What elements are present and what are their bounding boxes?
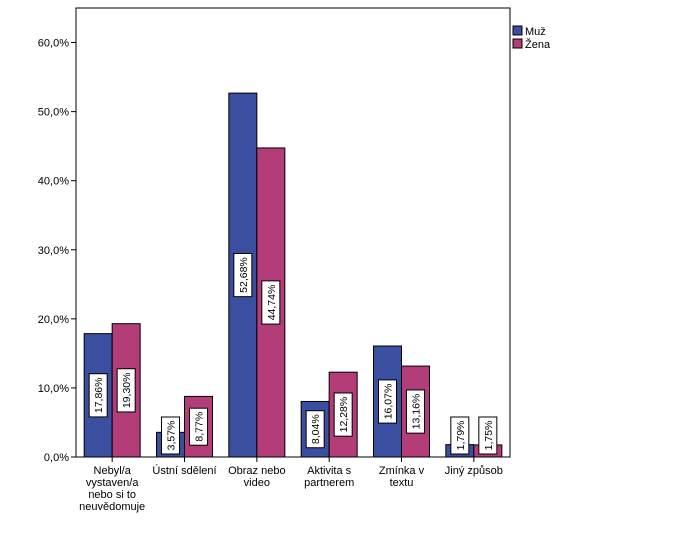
data-label-text: 1,75% xyxy=(483,421,495,451)
data-label-box xyxy=(161,416,180,455)
data-label-box xyxy=(406,389,425,434)
data-label: 52,68% xyxy=(233,252,253,298)
data-label-text: 8,77% xyxy=(194,412,206,442)
data-label: 16,07% xyxy=(378,379,397,424)
data-label-text: 1,79% xyxy=(455,421,467,451)
legend-swatch xyxy=(512,38,523,49)
x-tick-label: video xyxy=(244,477,270,489)
legend-swatch xyxy=(512,25,523,36)
x-tick-label: nebo si to xyxy=(88,489,136,501)
data-label-text: 52,68% xyxy=(238,257,250,293)
data-label: 17,86% xyxy=(88,373,108,418)
data-label-box xyxy=(478,416,498,455)
data-label: 8,77% xyxy=(189,407,208,446)
data-label: 12,28% xyxy=(333,392,353,437)
legend-label: Žena xyxy=(525,38,551,51)
x-tick-label: Zmínka v xyxy=(379,465,425,477)
y-tick-label: 40,0% xyxy=(38,176,69,188)
y-tick-label: 20,0% xyxy=(38,314,69,326)
x-tick-label: Jiný způsob xyxy=(445,465,503,477)
y-tick-label: 50,0% xyxy=(38,107,69,119)
x-tick-label: partnerem xyxy=(304,477,354,489)
data-label-box xyxy=(88,373,108,418)
data-label-text: 44,74% xyxy=(266,285,278,321)
data-label-box xyxy=(450,416,470,455)
data-label-box xyxy=(116,368,136,413)
x-tick-label: Obraz nebo xyxy=(228,465,285,477)
y-tick-label: 10,0% xyxy=(38,383,69,395)
data-label: 1,75% xyxy=(478,416,498,455)
data-label-box xyxy=(261,280,281,325)
data-label-text: 13,16% xyxy=(411,394,423,430)
x-tick-label: vystaven/a xyxy=(86,477,139,489)
data-label-text: 3,57% xyxy=(166,421,178,451)
x-tick-label: textu xyxy=(390,477,414,489)
data-label: 3,57% xyxy=(161,416,180,455)
y-tick-label: 0,0% xyxy=(44,452,69,464)
data-label-box xyxy=(333,392,353,437)
data-label-text: 16,07% xyxy=(383,384,395,420)
data-label-text: 19,30% xyxy=(121,373,133,409)
data-labels: 17,86% 19,30% 3,57% 8,77% 52,68% 44,74% 8,04% 1… xyxy=(88,252,498,455)
data-label: 8,04% xyxy=(305,410,325,449)
data-label-box xyxy=(378,379,397,424)
x-tick-label: Ústní sdělení xyxy=(152,464,216,477)
x-tick-label: Nebyl/a xyxy=(94,465,132,477)
x-tick-label: Aktivita s xyxy=(307,465,352,477)
legend-label: Muž xyxy=(525,26,546,38)
y-tick-label: 30,0% xyxy=(38,245,69,257)
data-label: 13,16% xyxy=(406,389,425,434)
data-label: 1,79% xyxy=(450,416,470,455)
data-label-text: 12,28% xyxy=(338,397,350,433)
data-label-box xyxy=(189,407,208,446)
y-axis: 0,0% 10,0% 20,0% 30,0% 40,0% 50,0% 60,0% xyxy=(38,38,76,464)
data-label-text: 17,86% xyxy=(93,378,105,414)
x-tick-label: neuvědomuje xyxy=(79,501,145,513)
data-label-text: 8,04% xyxy=(310,414,322,444)
y-tick-label: 60,0% xyxy=(38,38,69,50)
data-label: 44,74% xyxy=(261,280,281,325)
data-label: 19,30% xyxy=(116,368,136,413)
data-label-box xyxy=(305,410,325,449)
plot-area xyxy=(75,7,511,458)
data-label-box xyxy=(233,252,253,298)
